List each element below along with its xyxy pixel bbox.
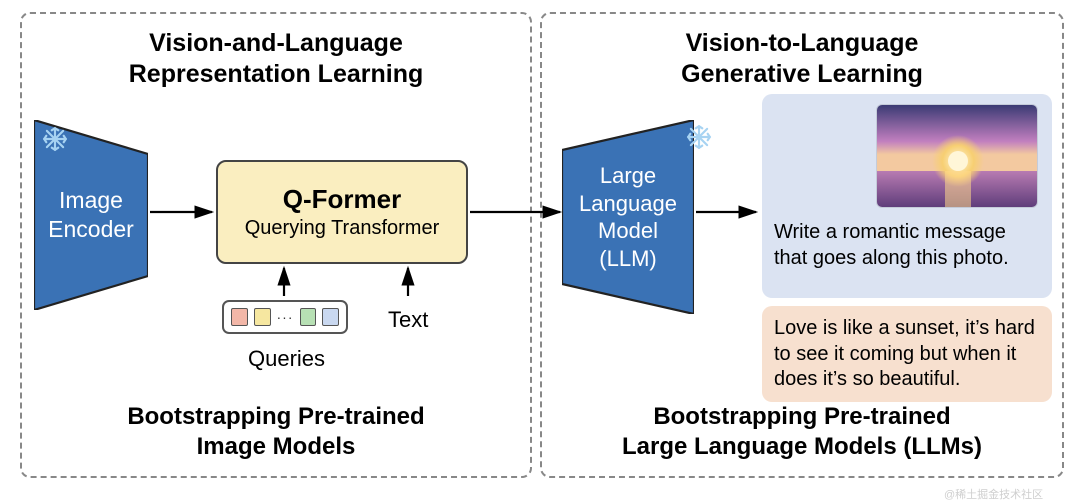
diagram-canvas: Vision-and-Language Representation Learn…: [0, 0, 1080, 503]
arrows-layer: [0, 0, 1080, 503]
ie-l1: Image: [59, 187, 123, 213]
llm-l2: Language: [579, 191, 677, 216]
image-encoder-label: Image Encoder: [48, 186, 134, 244]
llm-label: Large Language Model (LLM): [579, 162, 677, 272]
llm-l3: Model: [598, 218, 658, 243]
watermark-text: @稀土掘金技术社区: [944, 486, 1043, 502]
llm-l4: (LLM): [599, 246, 656, 271]
ie-l2: Encoder: [48, 216, 134, 242]
llm-l1: Large: [600, 163, 656, 188]
